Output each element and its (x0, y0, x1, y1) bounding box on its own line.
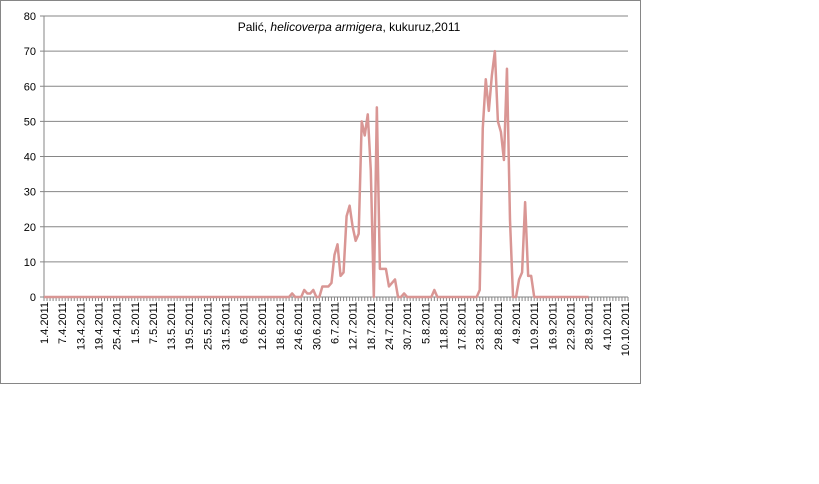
x-tick-label: 4.9.2011 (511, 302, 523, 344)
x-tick-label: 22.9.2011 (566, 302, 578, 350)
x-tick-label: 7.5.2011 (148, 302, 160, 344)
x-tick-label: 6.7.2011 (329, 302, 341, 344)
chart-title-part-1: helicoverpa armigera (270, 20, 382, 34)
x-tick-label: 5.8.2011 (420, 302, 432, 344)
x-tick-label: 25.4.2011 (112, 302, 124, 350)
x-tick-label: 1.4.2011 (39, 302, 51, 344)
x-tick-label: 12.7.2011 (348, 302, 360, 350)
x-tick-label: 19.5.2011 (184, 302, 196, 350)
x-tick-label: 13.5.2011 (166, 302, 178, 350)
y-tick-label: 40 (24, 152, 36, 164)
gridlines (44, 15, 628, 263)
y-tick-label: 50 (24, 116, 36, 128)
x-tick-label: 7.4.2011 (57, 302, 69, 344)
x-tick-label: 17.8.2011 (457, 302, 469, 350)
y-tick-label: 70 (24, 46, 36, 58)
y-tick-label: 60 (24, 81, 36, 93)
y-axis: 0 10 20 30 40 50 60 70 80 (24, 11, 45, 304)
x-tick-label: 19.4.2011 (93, 302, 105, 350)
x-tick-label: 23.8.2011 (475, 302, 487, 350)
x-tick-label: 1.5.2011 (130, 302, 142, 344)
x-tick-label: 10.10.2011 (620, 302, 632, 356)
x-tick-label: 18.7.2011 (366, 302, 378, 350)
y-tick-label: 20 (24, 222, 36, 234)
x-tick-label: 10.9.2011 (529, 302, 541, 350)
y-tick-label: 30 (24, 187, 36, 199)
chart-title-part-2: , kukuruz,2011 (382, 20, 460, 34)
x-tick-label: 24.7.2011 (384, 302, 396, 350)
chart-title-part-0: Palić, (238, 20, 271, 34)
x-tick-label: 18.6.2011 (275, 302, 287, 350)
x-tick-label: 29.8.2011 (493, 302, 505, 350)
x-tick-label: 16.9.2011 (547, 302, 559, 350)
chart-title: Palić, helicoverpa armigera, kukuruz,201… (238, 20, 461, 34)
x-tick-label: 13.4.2011 (75, 302, 87, 350)
y-tick-label: 10 (24, 257, 36, 269)
x-tick-label: 28.9.2011 (584, 302, 596, 350)
x-tick-label: 25.5.2011 (202, 302, 214, 350)
x-tick-label: 11.8.2011 (438, 302, 450, 349)
y-tick-label: 0 (30, 292, 36, 304)
x-tick-label: 6.6.2011 (239, 302, 251, 344)
series-layer (44, 49, 589, 299)
x-tick-label: 31.5.2011 (221, 302, 233, 350)
x-tick-label: 24.6.2011 (293, 302, 305, 350)
x-tick-label: 30.7.2011 (402, 302, 414, 350)
line-chart: Palić, helicoverpa armigera, kukuruz,201… (24, 11, 632, 356)
y-tick-label: 80 (24, 11, 36, 23)
x-axis: 1.4.2011 7.4.2011 13.4.2011 19.4.2011 25.4.2… (39, 296, 632, 356)
chart-area: Palić, helicoverpa armigera, kukuruz,201… (0, 0, 641, 384)
x-tick-label: 12.6.2011 (257, 302, 269, 350)
x-tick-label: 4.10.2011 (602, 302, 614, 350)
x-tick-label: 30.6.2011 (311, 302, 323, 350)
series-line-0 (44, 49, 589, 299)
